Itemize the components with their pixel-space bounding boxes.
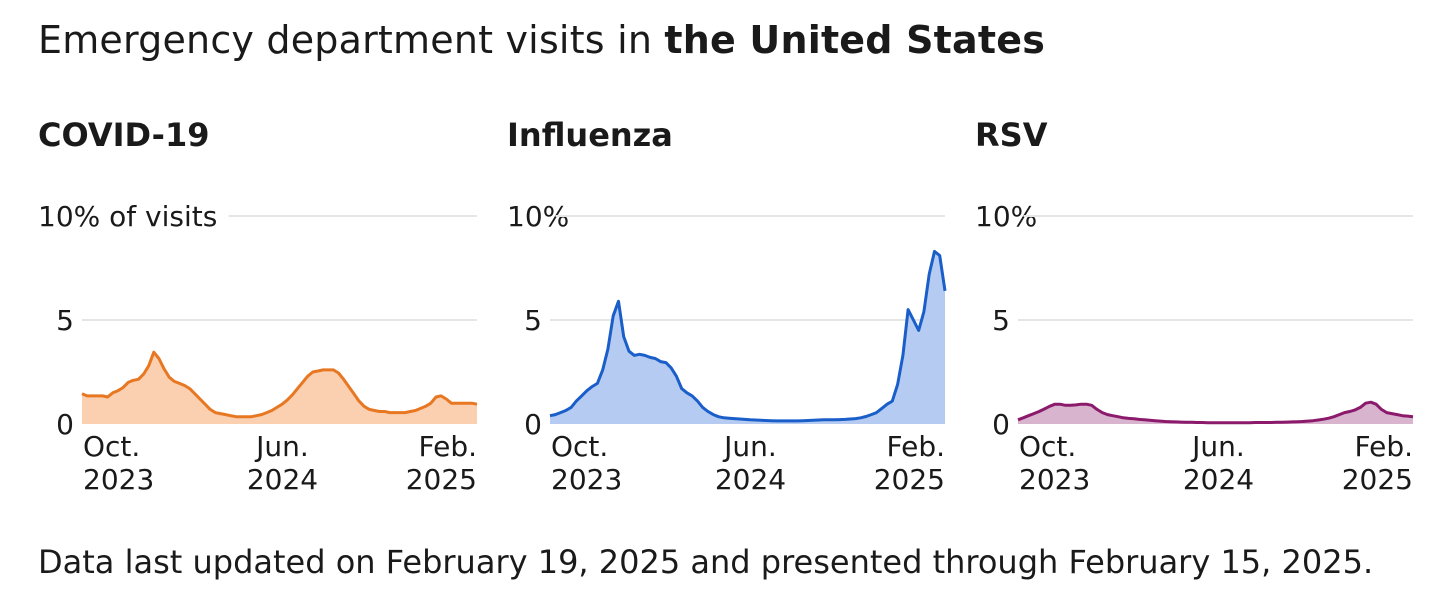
x-tick-label: Jun. [1190,430,1245,463]
y-tick-label: 0 [524,408,542,441]
x-tick-label: 2024 [247,463,318,496]
y-tick-label: 0 [56,408,74,441]
x-tick-label: Jun. [722,430,777,463]
panel-covid-19: COVID-19 0 5 10% of visits Oct.2023 Jun.2024 F… [38,116,478,496]
x-tick-label: 2023 [83,463,154,496]
y-tick-label: 5 [992,304,1010,337]
series-area [82,352,477,424]
x-tick-label: 2024 [1183,463,1254,496]
panel-title: COVID-19 [38,116,209,154]
x-tick-label: Feb. [1355,430,1413,463]
x-tick-label: Jun. [254,430,309,463]
series-line [81,350,478,419]
chart-title: Emergency department visits in the Unite… [38,18,1045,62]
panel-title: Influenza [507,116,673,154]
title-bold: the United States [664,18,1046,62]
x-tick-label: 2025 [874,463,945,496]
series-line [549,249,947,423]
y-tick-label: 5 [56,304,74,337]
y-tick-label: 10% of visits [38,200,217,233]
panel-title: RSV [975,116,1048,154]
x-tick-label: Oct. [1019,430,1076,463]
series-line [1017,400,1414,425]
x-tick-label: Feb. [887,430,945,463]
footnote: Data last updated on February 19, 2025 a… [38,543,1374,581]
x-tick-label: Oct. [83,430,140,463]
x-tick-label: Feb. [419,430,477,463]
y-tick-label: 0 [992,408,1010,441]
x-tick-label: 2023 [1019,463,1090,496]
x-tick-label: 2025 [406,463,477,496]
x-tick-label: 2025 [1342,463,1413,496]
series-area [1018,402,1413,424]
title-prefix: Emergency department visits in [38,18,665,62]
x-tick-label: Oct. [551,430,608,463]
x-tick-label: 2024 [715,463,786,496]
y-tick-label: 5 [524,304,542,337]
x-tick-label: 2023 [551,463,622,496]
series-area [550,251,945,424]
